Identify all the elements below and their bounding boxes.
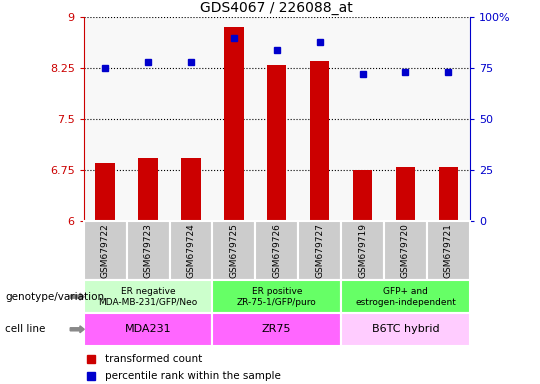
Bar <box>255 221 298 280</box>
Bar <box>341 313 470 346</box>
Bar <box>212 313 341 346</box>
Text: ER negative
MDA-MB-231/GFP/Neo: ER negative MDA-MB-231/GFP/Neo <box>98 286 198 307</box>
Text: GFP+ and
estrogen-independent: GFP+ and estrogen-independent <box>355 286 456 307</box>
Bar <box>138 158 158 221</box>
Bar <box>84 313 212 346</box>
Text: percentile rank within the sample: percentile rank within the sample <box>105 371 281 381</box>
Bar <box>341 280 470 313</box>
Text: genotype/variation: genotype/variation <box>5 291 105 302</box>
Text: ER positive
ZR-75-1/GFP/puro: ER positive ZR-75-1/GFP/puro <box>237 286 316 307</box>
Text: GSM679725: GSM679725 <box>230 223 238 278</box>
Bar <box>96 163 115 221</box>
Text: GSM679724: GSM679724 <box>186 223 195 278</box>
Bar <box>427 221 470 280</box>
Text: GSM679722: GSM679722 <box>100 223 110 278</box>
Text: GSM679720: GSM679720 <box>401 223 410 278</box>
Bar <box>396 167 415 221</box>
Text: cell line: cell line <box>5 324 46 334</box>
Bar <box>267 65 286 221</box>
Text: GSM679726: GSM679726 <box>272 223 281 278</box>
Text: GSM679721: GSM679721 <box>444 223 453 278</box>
Text: ZR75: ZR75 <box>262 324 292 334</box>
Text: GSM679723: GSM679723 <box>144 223 153 278</box>
Bar <box>212 221 255 280</box>
Bar <box>181 158 200 221</box>
Bar <box>84 280 212 313</box>
Bar <box>353 170 372 221</box>
Bar <box>212 280 341 313</box>
Bar <box>126 221 170 280</box>
Text: MDA231: MDA231 <box>125 324 171 334</box>
Bar <box>298 221 341 280</box>
Bar <box>438 167 458 221</box>
Bar <box>170 221 212 280</box>
Text: transformed count: transformed count <box>105 354 202 364</box>
Bar <box>224 28 244 221</box>
Bar <box>341 221 384 280</box>
Bar <box>84 221 126 280</box>
Title: GDS4067 / 226088_at: GDS4067 / 226088_at <box>200 1 353 15</box>
Text: B6TC hybrid: B6TC hybrid <box>372 324 439 334</box>
Text: GSM679727: GSM679727 <box>315 223 324 278</box>
Bar <box>310 61 329 221</box>
Bar <box>384 221 427 280</box>
Text: GSM679719: GSM679719 <box>358 223 367 278</box>
